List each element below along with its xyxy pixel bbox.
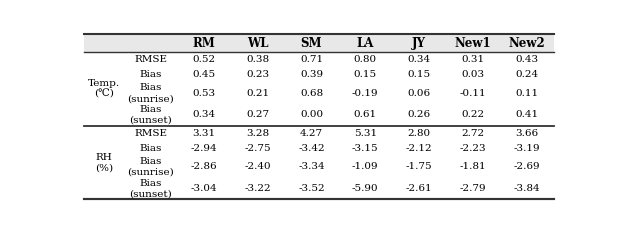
Text: -2.79: -2.79 xyxy=(460,184,486,193)
Text: 0.22: 0.22 xyxy=(462,110,485,119)
Text: 0.06: 0.06 xyxy=(407,89,430,98)
Text: -2.40: -2.40 xyxy=(244,162,271,171)
Bar xyxy=(84,34,554,52)
Text: -2.86: -2.86 xyxy=(190,162,217,171)
Text: 0.27: 0.27 xyxy=(246,110,269,119)
Text: -3.52: -3.52 xyxy=(298,184,325,193)
Text: JY: JY xyxy=(412,36,426,50)
Text: 0.15: 0.15 xyxy=(354,70,377,79)
Text: New2: New2 xyxy=(508,36,545,50)
Text: 0.68: 0.68 xyxy=(300,89,323,98)
Text: 0.03: 0.03 xyxy=(462,70,485,79)
Text: -0.11: -0.11 xyxy=(460,89,486,98)
Text: WL: WL xyxy=(247,36,269,50)
Text: -3.84: -3.84 xyxy=(513,184,540,193)
Text: Bias: Bias xyxy=(139,70,162,79)
Text: 2.80: 2.80 xyxy=(407,129,430,138)
Text: -2.75: -2.75 xyxy=(244,144,271,153)
Text: 0.34: 0.34 xyxy=(407,55,430,64)
Text: -3.15: -3.15 xyxy=(352,144,379,153)
Text: 0.41: 0.41 xyxy=(515,110,538,119)
Text: 0.00: 0.00 xyxy=(300,110,323,119)
Text: (sunrise): (sunrise) xyxy=(128,168,174,177)
Text: 0.21: 0.21 xyxy=(246,89,269,98)
Text: 0.23: 0.23 xyxy=(246,70,269,79)
Text: -2.12: -2.12 xyxy=(406,144,432,153)
Text: -2.94: -2.94 xyxy=(190,144,217,153)
Text: (sunset): (sunset) xyxy=(129,189,172,198)
Text: LA: LA xyxy=(356,36,374,50)
Text: -2.23: -2.23 xyxy=(460,144,486,153)
Text: Bias: Bias xyxy=(139,157,162,166)
Text: (sunset): (sunset) xyxy=(129,116,172,125)
Text: -3.19: -3.19 xyxy=(513,144,540,153)
Text: 0.26: 0.26 xyxy=(407,110,430,119)
Text: Bias: Bias xyxy=(139,83,162,92)
Text: 2.72: 2.72 xyxy=(462,129,485,138)
Text: 0.45: 0.45 xyxy=(192,70,215,79)
Text: 0.39: 0.39 xyxy=(300,70,323,79)
Text: New1: New1 xyxy=(455,36,491,50)
Text: RMSE: RMSE xyxy=(134,55,167,64)
Text: -1.09: -1.09 xyxy=(352,162,379,171)
Text: -2.69: -2.69 xyxy=(513,162,540,171)
Text: Temp.
(℃): Temp. (℃) xyxy=(88,79,120,99)
Text: 0.53: 0.53 xyxy=(192,89,215,98)
Text: (sunrise): (sunrise) xyxy=(128,94,174,103)
Text: -3.42: -3.42 xyxy=(298,144,325,153)
Text: -1.75: -1.75 xyxy=(406,162,432,171)
Text: 0.15: 0.15 xyxy=(407,70,430,79)
Text: -3.04: -3.04 xyxy=(190,184,217,193)
Text: -3.22: -3.22 xyxy=(244,184,271,193)
Text: 4.27: 4.27 xyxy=(300,129,323,138)
Text: 0.80: 0.80 xyxy=(354,55,377,64)
Text: RM: RM xyxy=(192,36,215,50)
Text: 0.71: 0.71 xyxy=(300,55,323,64)
Text: 0.24: 0.24 xyxy=(515,70,538,79)
Text: -0.19: -0.19 xyxy=(352,89,379,98)
Text: Bias: Bias xyxy=(139,144,162,153)
Text: 3.66: 3.66 xyxy=(515,129,538,138)
Text: RH
(%): RH (%) xyxy=(95,153,113,172)
Text: 5.31: 5.31 xyxy=(354,129,377,138)
Text: 0.11: 0.11 xyxy=(515,89,538,98)
Text: 3.28: 3.28 xyxy=(246,129,269,138)
Text: 0.43: 0.43 xyxy=(515,55,538,64)
Text: 3.31: 3.31 xyxy=(192,129,215,138)
Text: 0.31: 0.31 xyxy=(462,55,485,64)
Text: Bias: Bias xyxy=(139,179,162,188)
Text: 0.38: 0.38 xyxy=(246,55,269,64)
Text: -3.34: -3.34 xyxy=(298,162,325,171)
Text: 0.34: 0.34 xyxy=(192,110,215,119)
Text: -2.61: -2.61 xyxy=(406,184,432,193)
Text: -1.81: -1.81 xyxy=(460,162,486,171)
Text: 0.52: 0.52 xyxy=(192,55,215,64)
Text: Bias: Bias xyxy=(139,105,162,114)
Text: RMSE: RMSE xyxy=(134,129,167,138)
Text: 0.61: 0.61 xyxy=(354,110,377,119)
Text: SM: SM xyxy=(300,36,322,50)
Text: -5.90: -5.90 xyxy=(352,184,379,193)
